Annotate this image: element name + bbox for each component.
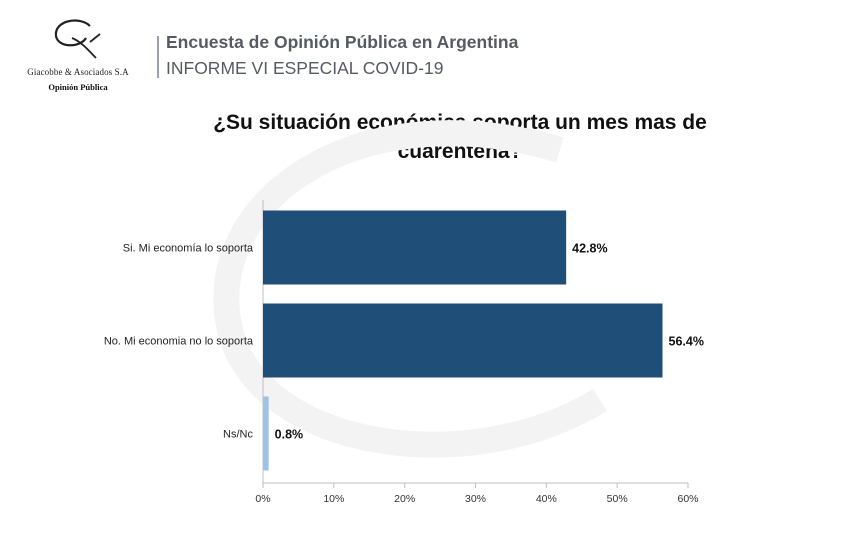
- company-logo: Giacobbe & Asociados S.A Opinión Pública: [18, 14, 138, 96]
- x-tick-label: 0%: [255, 493, 270, 505]
- header-divider: [157, 36, 159, 78]
- logo-mark-icon: [54, 19, 101, 59]
- bar: [263, 303, 663, 378]
- data-label: 56.4%: [669, 335, 704, 349]
- data-label: 42.8%: [572, 242, 607, 256]
- bar: [263, 396, 269, 471]
- report-title: Encuesta de Opinión Pública en Argentina: [166, 32, 519, 52]
- x-tick-label: 10%: [323, 493, 344, 505]
- bar: [263, 210, 567, 285]
- category-label: Si. Mi economía lo soporta: [123, 243, 254, 255]
- x-tick-label: 50%: [607, 493, 628, 505]
- logo-company-name: Giacobbe & Asociados S.A: [27, 67, 129, 77]
- logo-tagline: Opinión Pública: [48, 82, 108, 92]
- report-subtitle: INFORME VI ESPECIAL COVID-19: [166, 58, 444, 78]
- data-label: 0.8%: [275, 428, 304, 442]
- category-label: No. Mi economia no lo soporta: [104, 336, 254, 348]
- watermark-swirl: [213, 120, 607, 458]
- x-tick-label: 30%: [465, 493, 486, 505]
- x-tick-label: 60%: [677, 493, 698, 505]
- x-tick-label: 40%: [536, 493, 557, 505]
- x-tick-label: 20%: [394, 493, 415, 505]
- category-label: Ns/Nc: [223, 429, 253, 441]
